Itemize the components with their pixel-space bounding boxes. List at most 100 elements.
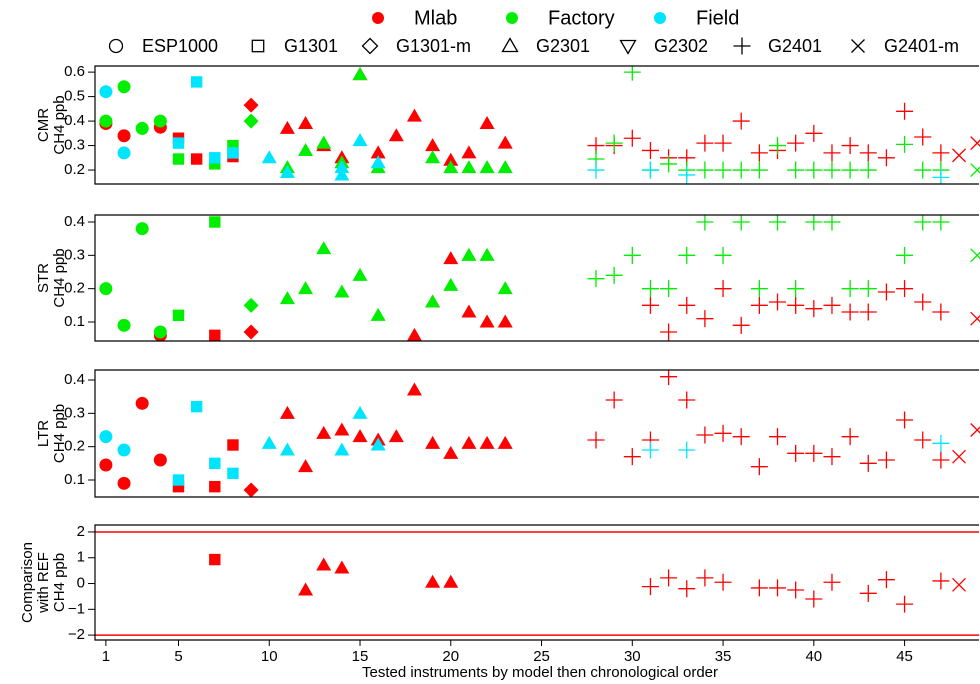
legend-label: ESP1000 — [142, 36, 218, 56]
marker — [769, 293, 787, 311]
panel-frame — [94, 65, 979, 185]
x-tick-label: 20 — [442, 648, 459, 665]
marker — [497, 281, 513, 295]
marker — [970, 311, 980, 326]
marker — [970, 248, 980, 263]
marker — [99, 114, 113, 128]
marker — [696, 215, 714, 231]
marker — [605, 266, 623, 284]
marker — [587, 270, 605, 288]
marker — [714, 280, 732, 298]
marker — [696, 426, 714, 444]
marker — [678, 391, 696, 409]
marker — [425, 294, 441, 308]
legend-label: Field — [696, 7, 739, 29]
marker — [153, 114, 167, 128]
marker — [99, 458, 113, 472]
marker — [841, 280, 859, 298]
marker — [172, 153, 185, 165]
legend-label: G2401-m — [884, 36, 959, 56]
y-tick-label: 0.2 — [64, 280, 85, 297]
marker — [678, 296, 696, 314]
legend-label: G2302 — [654, 36, 708, 56]
marker — [172, 474, 185, 486]
marker — [370, 437, 386, 451]
marker — [952, 148, 966, 163]
x-tick-label: 45 — [896, 648, 913, 665]
marker — [172, 137, 185, 149]
marker — [805, 215, 823, 231]
marker — [479, 247, 495, 261]
marker — [914, 293, 932, 311]
marker — [841, 428, 859, 446]
marker — [479, 314, 495, 328]
y-tick-label: 0.4 — [64, 112, 85, 129]
x-tick-label: 25 — [533, 648, 550, 665]
marker — [859, 280, 877, 298]
marker — [370, 155, 386, 169]
y-axis-label: CH4 ppb — [51, 404, 68, 463]
marker — [787, 161, 805, 179]
marker — [279, 442, 295, 456]
marker — [841, 137, 859, 155]
legend-marker — [361, 37, 379, 55]
marker — [587, 161, 605, 179]
marker — [896, 102, 914, 120]
marker — [732, 161, 750, 179]
marker — [279, 164, 295, 178]
marker — [279, 291, 295, 305]
marker — [641, 296, 659, 314]
marker — [841, 161, 859, 179]
marker — [641, 141, 659, 159]
marker — [352, 133, 368, 147]
marker — [732, 428, 750, 446]
marker — [209, 329, 221, 341]
marker — [732, 215, 750, 231]
marker — [443, 574, 459, 588]
marker — [805, 124, 823, 142]
marker — [425, 138, 441, 152]
marker — [117, 318, 131, 332]
marker — [641, 441, 659, 459]
marker — [117, 129, 131, 143]
marker — [641, 161, 659, 179]
marker — [298, 582, 314, 596]
marker — [443, 445, 459, 459]
marker — [859, 584, 877, 602]
marker — [859, 161, 877, 179]
marker — [190, 400, 203, 413]
marker — [190, 76, 203, 88]
marker — [970, 136, 980, 151]
marker — [479, 160, 495, 174]
marker — [497, 135, 513, 149]
marker — [352, 267, 368, 281]
marker — [696, 134, 714, 152]
marker — [750, 458, 768, 476]
legend-swatch — [372, 12, 384, 24]
marker — [787, 444, 805, 462]
y-axis-label: CH4 ppb — [51, 553, 68, 612]
marker — [461, 304, 477, 318]
plot-area — [209, 553, 966, 613]
marker — [243, 97, 259, 113]
marker — [714, 424, 732, 442]
legend-label: G1301 — [284, 36, 338, 56]
marker — [877, 451, 895, 469]
marker — [823, 215, 841, 231]
y-tick-label: 0.2 — [64, 438, 85, 455]
marker — [732, 316, 750, 334]
marker — [227, 147, 239, 159]
legend-swatch — [506, 12, 518, 24]
marker — [623, 129, 641, 147]
marker — [732, 112, 750, 130]
marker — [99, 430, 113, 444]
y-axis-label: LTR — [35, 420, 52, 447]
marker — [99, 85, 113, 99]
legend-marker — [619, 39, 637, 55]
marker — [932, 434, 950, 452]
marker — [298, 142, 314, 156]
marker — [209, 457, 221, 470]
y-axis-label: with REF — [35, 552, 52, 614]
y-axis-label: Comparison — [19, 542, 36, 623]
y-axis-label: STR — [35, 263, 52, 293]
